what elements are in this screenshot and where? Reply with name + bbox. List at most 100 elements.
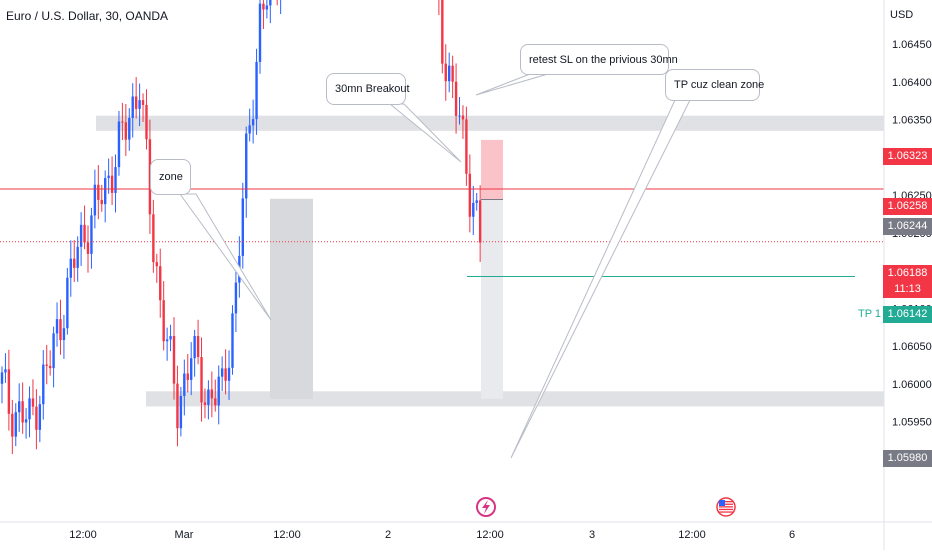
candle[interactable]	[251, 99, 255, 144]
lightning-event-icon[interactable]	[476, 497, 496, 517]
candle[interactable]	[155, 253, 158, 283]
candle[interactable]	[107, 158, 110, 194]
candle[interactable]	[169, 324, 172, 352]
candle[interactable]	[258, 0, 262, 74]
candle[interactable]	[59, 299, 62, 355]
symbol-title[interactable]: Euro / U.S. Dollar, 30, OANDA	[6, 9, 169, 23]
candle[interactable]	[190, 342, 193, 396]
candle[interactable]	[234, 268, 238, 332]
candle[interactable]	[31, 379, 35, 416]
candle[interactable]	[186, 353, 189, 393]
tp-reason-note[interactable]: TP cuz clean zone	[665, 69, 764, 101]
breakout-note[interactable]: 30mn Breakout	[326, 73, 410, 105]
candle[interactable]	[14, 403, 17, 447]
candle[interactable]	[438, 0, 440, 16]
candle[interactable]	[478, 185, 482, 262]
candle[interactable]	[38, 395, 42, 443]
candle[interactable]	[90, 207, 93, 269]
candle[interactable]	[148, 119, 152, 234]
candle[interactable]	[93, 169, 97, 229]
candle[interactable]	[245, 126, 248, 218]
candle[interactable]	[52, 326, 55, 388]
candle[interactable]	[69, 240, 72, 297]
candle[interactable]	[172, 317, 176, 400]
candle[interactable]	[7, 349, 11, 431]
candle[interactable]	[269, 0, 272, 24]
candle[interactable]	[162, 281, 165, 351]
candle[interactable]	[200, 337, 203, 422]
candle[interactable]	[227, 350, 231, 400]
candle[interactable]	[110, 156, 114, 206]
candle[interactable]	[217, 365, 220, 425]
upper-zone[interactable]	[96, 115, 884, 131]
candle[interactable]	[231, 305, 234, 375]
candle[interactable]	[255, 48, 258, 135]
candle[interactable]	[152, 199, 155, 273]
candle[interactable]	[165, 327, 169, 361]
candle[interactable]	[276, 0, 278, 6]
candle[interactable]	[179, 386, 183, 437]
candle[interactable]	[441, 0, 444, 74]
candle[interactable]	[134, 77, 138, 119]
candle[interactable]	[454, 63, 458, 134]
candle[interactable]	[224, 349, 227, 395]
candle[interactable]	[444, 44, 447, 101]
candle[interactable]	[124, 103, 128, 156]
candle[interactable]	[55, 302, 59, 347]
candle[interactable]	[279, 0, 282, 14]
candle[interactable]	[35, 389, 38, 450]
candle[interactable]	[62, 314, 66, 359]
candle[interactable]	[0, 366, 4, 404]
target-zone[interactable]	[481, 199, 503, 399]
candle[interactable]	[76, 236, 79, 282]
candle[interactable]	[176, 365, 179, 447]
candle[interactable]	[465, 106, 468, 186]
candle[interactable]	[265, 0, 269, 19]
candle[interactable]	[45, 344, 48, 385]
candle[interactable]	[210, 371, 214, 418]
candle[interactable]	[145, 89, 148, 150]
candle[interactable]	[220, 356, 224, 391]
candle[interactable]	[448, 52, 451, 93]
candle[interactable]	[458, 97, 461, 125]
candle[interactable]	[131, 83, 134, 138]
candle[interactable]	[86, 225, 90, 273]
candle[interactable]	[196, 319, 200, 365]
candle[interactable]	[104, 170, 107, 223]
us-flag-event-icon[interactable]	[716, 497, 736, 517]
candle[interactable]	[241, 182, 244, 269]
candle[interactable]	[18, 383, 21, 432]
candle[interactable]	[121, 102, 124, 141]
candle[interactable]	[141, 93, 145, 122]
candle[interactable]	[79, 212, 83, 266]
candle[interactable]	[128, 108, 131, 151]
retest-note[interactable]: retest SL on the privious 30mn	[520, 44, 678, 75]
candle[interactable]	[214, 379, 217, 412]
stop-loss-zone[interactable]	[481, 139, 503, 200]
candle[interactable]	[468, 154, 472, 233]
candle[interactable]	[24, 408, 28, 439]
candle[interactable]	[42, 350, 45, 420]
candle[interactable]	[183, 359, 186, 416]
candle[interactable]	[262, 0, 265, 30]
candle[interactable]	[451, 55, 454, 99]
zone-box[interactable]	[270, 198, 313, 399]
zone-note[interactable]: zone	[150, 159, 191, 195]
candle[interactable]	[83, 205, 86, 250]
candle[interactable]	[475, 192, 478, 211]
candle[interactable]	[472, 185, 475, 236]
candle[interactable]	[138, 83, 141, 127]
candle[interactable]	[114, 154, 117, 213]
candle[interactable]	[66, 267, 69, 335]
candle[interactable]	[97, 165, 100, 220]
candle[interactable]	[248, 108, 251, 142]
candle[interactable]	[4, 353, 7, 383]
candle[interactable]	[461, 105, 465, 139]
candle[interactable]	[203, 388, 207, 419]
candle[interactable]	[21, 382, 24, 434]
candle[interactable]	[73, 240, 76, 282]
lower-zone[interactable]	[146, 391, 884, 407]
candle[interactable]	[193, 329, 196, 377]
